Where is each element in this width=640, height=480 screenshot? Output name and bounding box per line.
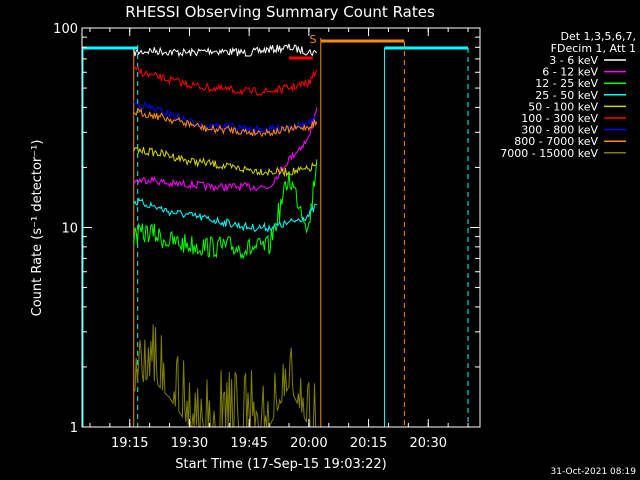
- series-line-1: [133, 43, 318, 58]
- series-line-5: [133, 146, 318, 178]
- y-tick-label: 100: [53, 22, 78, 37]
- legend-label: 100 - 300 keV: [521, 112, 598, 125]
- legend-label: 50 - 100 keV: [528, 100, 598, 113]
- footer-date: 31-Oct-2021 08:19: [551, 467, 637, 477]
- legend-header-line-1: Det 1,3,5,6,7,: [560, 30, 636, 43]
- legend-label: 300 - 800 keV: [521, 124, 598, 137]
- x-tick-label: 19:15: [111, 436, 148, 451]
- legend-label: 7000 - 15000 keV: [500, 147, 598, 160]
- y-axis-label: Count Rate (s⁻¹ detector⁻¹): [30, 140, 45, 317]
- data-layer: [82, 38, 469, 428]
- x-tick-label: 20:30: [410, 436, 447, 451]
- x-axis-label: Start Time (17-Sep-15 19:03:22): [175, 457, 386, 472]
- series-line-3: [133, 159, 318, 259]
- chart-title: RHESSI Observing Summary Count Rates: [125, 3, 435, 21]
- legend-label: 6 - 12 keV: [542, 66, 598, 79]
- series-line-8: [133, 107, 318, 138]
- legend-header-line-2: FDecim 1, Att 1: [551, 42, 636, 55]
- legend-label: 3 - 6 keV: [549, 54, 598, 67]
- x-tick-label: 20:00: [290, 436, 327, 451]
- series-line-6: [133, 66, 318, 97]
- series-line-4: [133, 197, 318, 233]
- x-tick-label: 19:30: [171, 436, 208, 451]
- x-tick-label: 20:15: [350, 436, 387, 451]
- legend-label: 25 - 50 keV: [535, 89, 598, 102]
- axes-layer: 19:15 19:30 19:45 20:00 20:15 20:30 1 10 100: [53, 22, 480, 451]
- y-tick-label: 1: [70, 421, 78, 436]
- x-tick-label: 19:45: [230, 436, 267, 451]
- series-line-2: [133, 107, 318, 193]
- y-tick-label: 10: [61, 222, 78, 237]
- legend-label: 800 - 7000 keV: [514, 135, 598, 148]
- saa-marker: S: [310, 33, 317, 46]
- legend-label: 12 - 25 keV: [535, 77, 598, 90]
